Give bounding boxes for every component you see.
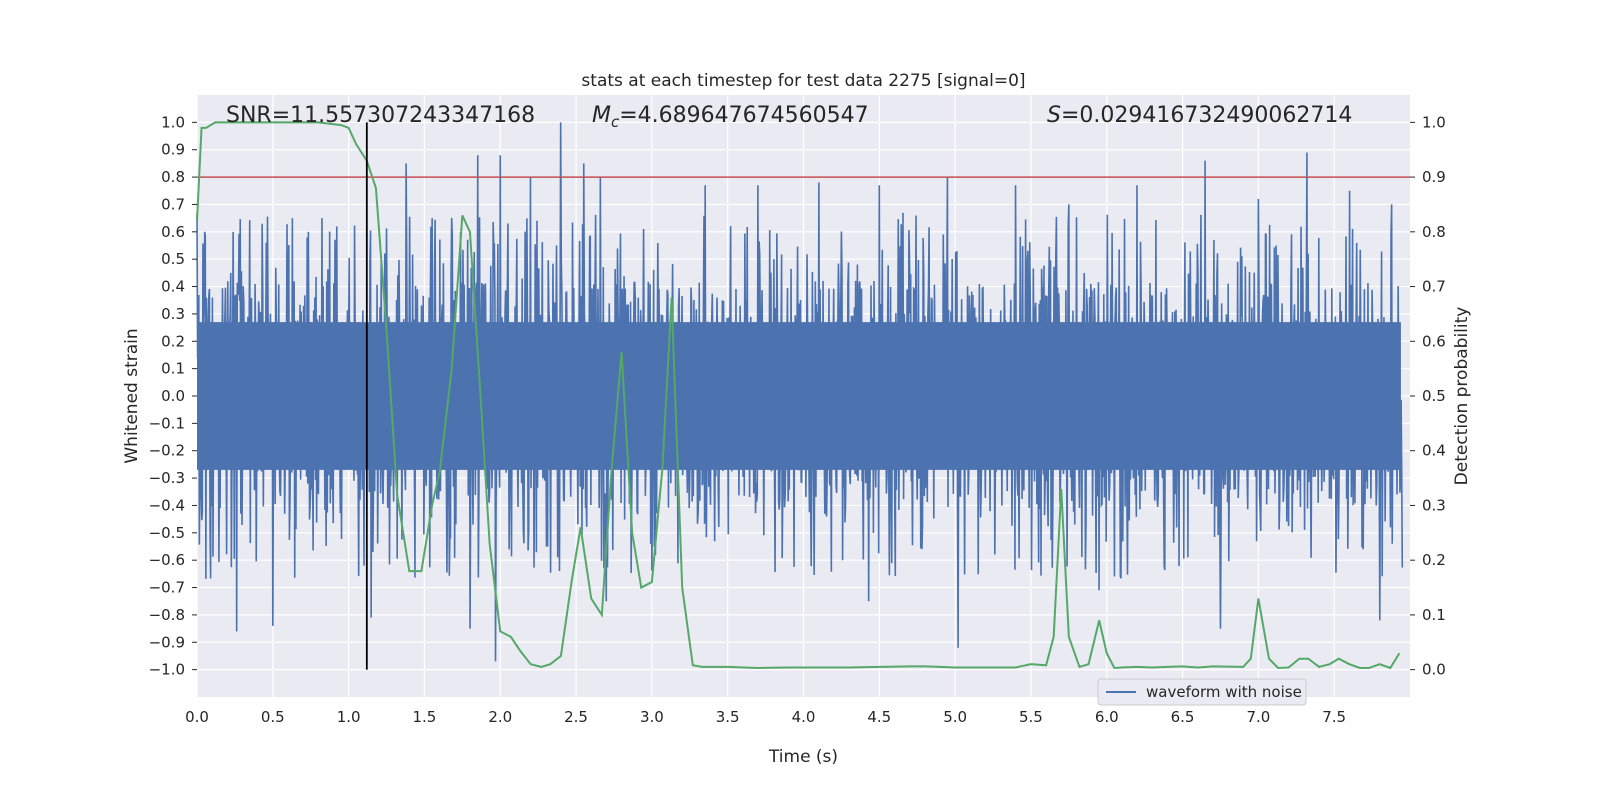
y-tick-label: 0.5 xyxy=(161,250,185,268)
y-right-tick-label: 0.9 xyxy=(1422,168,1446,186)
noise-series xyxy=(196,122,1404,662)
y-tick-label: −0.5 xyxy=(149,524,185,542)
y-right-tick-label: 1.0 xyxy=(1422,113,1446,131)
x-tick-label: 2.0 xyxy=(488,708,512,726)
x-tick-label: 6.0 xyxy=(1095,708,1119,726)
y-tick-label: −1.0 xyxy=(149,661,185,679)
y-tick-label: 0.0 xyxy=(161,387,185,405)
x-tick-label: 3.5 xyxy=(716,708,740,726)
snr-annotation: SNR=11.557307243347168 xyxy=(226,103,535,128)
y-tick-label: −0.1 xyxy=(149,414,185,432)
x-tick-label: 4.5 xyxy=(867,708,891,726)
y-tick-label: −0.8 xyxy=(149,606,185,624)
legend-box xyxy=(1097,678,1307,706)
x-tick-label: 3.0 xyxy=(640,708,664,726)
x-tick-label: 4.0 xyxy=(792,708,816,726)
chirp-mass-annotation: Mc=4.689647674560547 xyxy=(592,103,869,131)
probability-line xyxy=(196,121,1401,670)
y-tick-label: −0.3 xyxy=(149,469,185,487)
y-tick-label: −0.9 xyxy=(149,633,185,651)
legend: waveform with noise xyxy=(1097,678,1307,706)
overlay xyxy=(196,121,1410,670)
x-tick-label: 6.5 xyxy=(1171,708,1195,726)
y-right-tick-label: 0.7 xyxy=(1422,278,1446,296)
x-axis-label: Time (s) xyxy=(768,747,838,767)
y-tick-label: 1.0 xyxy=(161,113,185,131)
x-tick-label: 5.0 xyxy=(943,708,967,726)
y-tick-label: −0.7 xyxy=(149,579,185,597)
y-right-tick-label: 0.0 xyxy=(1422,661,1446,679)
axes: 0.0 0.5 1.0 1.5 2.0 2.5 3.0 3.5 4.0 4.5 5.0 5.5 6.0 6… xyxy=(149,113,1446,726)
y-right-tick-label: 0.8 xyxy=(1422,223,1446,241)
y-axis-right-label: Detection probability xyxy=(1452,307,1472,486)
y-tick-label: 0.6 xyxy=(161,223,185,241)
x-tick-label: 1.5 xyxy=(413,708,437,726)
x-tick-label: 0.5 xyxy=(261,708,285,726)
y-axis-label: Whitened strain xyxy=(122,328,142,463)
x-tick-label: 5.5 xyxy=(1019,708,1043,726)
y-tick-label: 0.7 xyxy=(161,195,185,213)
x-tick-label: 1.0 xyxy=(337,708,361,726)
mc-subscript: c xyxy=(611,113,620,131)
s-symbol: S xyxy=(1047,103,1061,128)
y-right-tick-label: 0.4 xyxy=(1422,442,1446,460)
mc-value: =4.689647674560547 xyxy=(619,103,868,128)
s-annotation: S=0.029416732490062714 xyxy=(1047,103,1352,128)
x-tick-label: 2.5 xyxy=(564,708,588,726)
s-value: =0.029416732490062714 xyxy=(1061,103,1352,128)
y-tick-label: 0.1 xyxy=(161,360,185,378)
y-right-tick-label: 0.2 xyxy=(1422,551,1446,569)
y-tick-label: −0.4 xyxy=(149,496,185,514)
x-tick-label: 7.5 xyxy=(1322,708,1346,726)
y-tick-label: 0.2 xyxy=(161,332,185,350)
x-tick-label: 7.0 xyxy=(1246,708,1270,726)
y-right-tick-label: 0.3 xyxy=(1422,496,1446,514)
y-right-tick-label: 0.6 xyxy=(1422,332,1446,350)
y-tick-label: 0.8 xyxy=(161,168,185,186)
legend-entry-waveform: waveform with noise xyxy=(1146,683,1302,701)
y-tick-label: 0.9 xyxy=(161,141,185,159)
y-tick-label: 0.3 xyxy=(161,305,185,323)
y-tick-label: 0.4 xyxy=(161,278,185,296)
y-right-tick-label: 0.5 xyxy=(1422,387,1446,405)
chart-title: stats at each timestep for test data 227… xyxy=(581,71,1025,91)
x-tick-label: 0.0 xyxy=(185,708,209,726)
mc-symbol: M xyxy=(592,103,611,128)
waveform-core-band xyxy=(197,322,1401,470)
y-right-tick-label: 0.1 xyxy=(1422,606,1446,624)
y-tick-label: −0.6 xyxy=(149,551,185,569)
y-tick-label: −0.2 xyxy=(149,442,185,460)
